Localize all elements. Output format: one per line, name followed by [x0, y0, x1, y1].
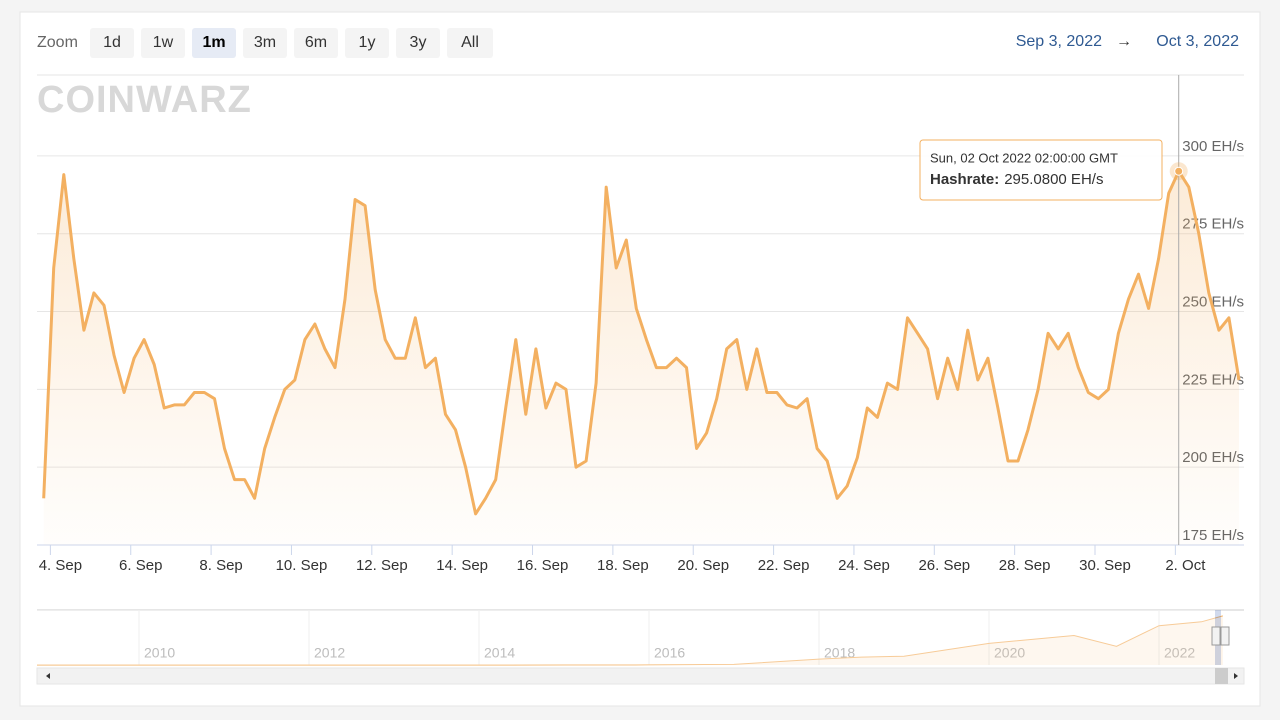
scrollbar-left[interactable] [46, 673, 50, 679]
zoom-button[interactable] [192, 28, 236, 58]
navigator-line [37, 615, 1223, 666]
area [43, 171, 1239, 545]
navigator-tick-label: 2012 [314, 645, 345, 661]
zoom-button-label: 1y [359, 34, 376, 51]
range-from: Sep 3, 2022 [1016, 33, 1102, 50]
navigator-tick-label: 2010 [144, 645, 175, 661]
zoom-button[interactable] [90, 28, 134, 58]
y-tick-label: 300 EH/s [1182, 138, 1244, 155]
x-tick-label: 8. Sep [199, 557, 242, 574]
watermark: COINWARZ [37, 79, 252, 121]
zoom-button[interactable] [345, 28, 389, 58]
navigator-tick-label: 2022 [1164, 645, 1195, 661]
hover-point [1174, 166, 1184, 176]
x-tick-label: 12. Sep [356, 557, 408, 574]
zoom-button[interactable] [447, 28, 493, 58]
x-tick-label: 2. Oct [1165, 557, 1206, 574]
zoom-button-label: 6m [305, 34, 327, 51]
navigator-area [37, 615, 1223, 665]
x-tick-label: 10. Sep [276, 557, 328, 574]
zoom-button-label: 3m [254, 34, 276, 51]
scrollbar-thumb[interactable] [1215, 668, 1228, 684]
zoom-button-label: 1d [103, 34, 121, 51]
range-arrow: → [1116, 33, 1132, 50]
x-tick-label: 26. Sep [918, 557, 970, 574]
x-tick-label: 22. Sep [758, 557, 810, 574]
x-tick-label: 6. Sep [119, 557, 162, 574]
navigator-handle[interactable] [1211, 626, 1221, 646]
tooltip-header: Sun, 02 Oct 2022 02:00:00 GMT [930, 150, 1118, 165]
tooltip [919, 139, 1163, 201]
x-tick-label: 28. Sep [999, 557, 1051, 574]
navigator-tick-label: 2016 [654, 645, 685, 661]
zoom-button[interactable] [294, 28, 338, 58]
zoom-button[interactable] [141, 28, 185, 58]
zoom-button[interactable] [243, 28, 287, 58]
navigator-handle[interactable] [1220, 626, 1230, 646]
zoom-label: Zoom [37, 34, 78, 51]
x-tick-label: 20. Sep [677, 557, 729, 574]
navigator-mask [37, 610, 1215, 665]
navigator-tick-label: 2020 [994, 645, 1025, 661]
tooltip-value: 295.0800 EH/s [1004, 171, 1103, 188]
zoom-button[interactable] [396, 28, 440, 58]
x-tick-label: 30. Sep [1079, 557, 1131, 574]
scrollbar-right[interactable] [1234, 673, 1238, 679]
x-tick-label: 14. Sep [436, 557, 488, 574]
x-tick-label: 16. Sep [517, 557, 569, 574]
x-tick-label: 24. Sep [838, 557, 890, 574]
navigator-tick-label: 2018 [824, 645, 855, 661]
zoom-button-label: 3y [410, 34, 427, 51]
x-tick-label: 4. Sep [39, 557, 82, 574]
tooltip-label: Hashrate: [930, 171, 999, 188]
range-to: Oct 3, 2022 [1156, 33, 1239, 50]
line [42, 169, 1241, 516]
x-tick-label: 18. Sep [597, 557, 649, 574]
zoom-button-label: All [461, 34, 479, 51]
scrollbar-track [36, 667, 1245, 685]
zoom-button-label: 1m [202, 34, 225, 51]
zoom-button-label: 1w [153, 34, 174, 51]
navigator-tick-label: 2014 [484, 645, 515, 661]
